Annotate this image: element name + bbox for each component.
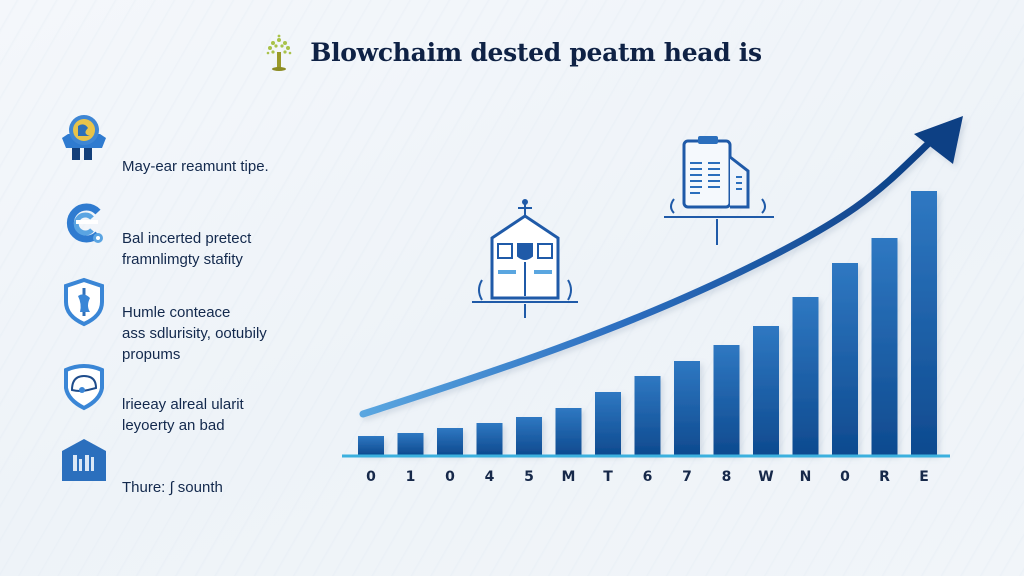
tree-icon	[266, 34, 292, 71]
document-clipboard-icon	[664, 136, 774, 245]
feature-text: Bal incerted pretect framnlimgty stafity	[122, 230, 252, 268]
bar	[832, 263, 858, 455]
x-tick-label: R	[879, 469, 890, 485]
feature-text: Thure: ∫ sounth	[122, 479, 223, 496]
bar	[871, 238, 898, 455]
page-title: Blowchaim dested peatm head is	[310, 37, 762, 67]
shield-helmet-icon	[64, 364, 104, 411]
feature-text: Humle conteace ass sdlurisity, ootubily …	[122, 304, 267, 363]
header: Blowchaim dested peatm head is	[0, 30, 1024, 74]
bar	[911, 191, 937, 455]
x-tick-label: 0	[445, 469, 455, 485]
x-tick-label: 5	[524, 469, 534, 485]
feature-text: May-ear reamunt tipe.	[122, 158, 269, 175]
bar	[792, 297, 819, 455]
x-tick-label: W	[758, 469, 774, 485]
bar	[595, 392, 621, 455]
bar	[358, 436, 384, 455]
x-tick-label: T	[603, 469, 613, 485]
bar	[674, 361, 700, 455]
bar	[634, 376, 661, 455]
building-icon	[472, 199, 578, 318]
x-tick-label: 8	[721, 469, 732, 485]
bar	[516, 417, 542, 455]
bar	[713, 345, 740, 455]
bar	[753, 326, 779, 455]
trend-arrow-icon	[359, 116, 963, 418]
x-tick-label: 0	[366, 469, 376, 485]
bar	[397, 433, 424, 455]
x-tick-label: 0	[840, 469, 850, 485]
x-tick-label: N	[799, 469, 812, 485]
bar	[476, 423, 503, 455]
bar	[437, 428, 463, 455]
circular-arrows-icon	[66, 203, 103, 243]
shield-icon	[64, 277, 104, 327]
bars	[358, 191, 937, 455]
house-chart-icon	[62, 439, 106, 481]
feature-text: lrieeay alreal ularit leyoerty an bad	[122, 396, 244, 434]
x-tick-label: 6	[642, 469, 653, 485]
x-tick-label: 1	[405, 469, 416, 485]
bar	[555, 408, 582, 455]
x-tick-label: 7	[682, 469, 692, 485]
award-badge-icon	[62, 115, 106, 160]
x-tick-label: M	[561, 469, 576, 485]
x-tick-label: 4	[484, 469, 495, 485]
x-tick-label: E	[919, 469, 929, 485]
